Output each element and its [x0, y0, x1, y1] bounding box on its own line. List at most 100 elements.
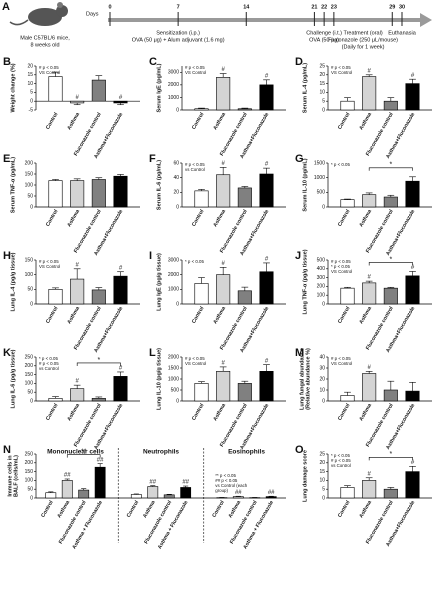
panel-label: J: [295, 250, 301, 262]
bracket-label: **: [81, 449, 87, 456]
significance-label: ##: [182, 480, 189, 486]
y-axis-label: Lung IL-10 (pg/g tissue): [156, 348, 162, 410]
y-tick-label: 50: [27, 287, 33, 293]
x-tick-label: Control: [337, 208, 352, 227]
x-tick-label: Control: [337, 111, 352, 130]
significance-label: #: [75, 95, 79, 101]
y-tick-label: 200: [25, 460, 34, 466]
bar: [216, 274, 231, 305]
bar: [48, 76, 63, 102]
x-tick-label: Asthma: [228, 500, 243, 520]
mouse-icon: [9, 2, 68, 26]
significance-label: ##: [97, 457, 104, 463]
y-tick-label: 1000: [168, 287, 179, 293]
day-label: 22: [321, 4, 327, 10]
annotation: * p < 0.05: [331, 162, 350, 167]
y-tick-label: 150: [25, 257, 34, 263]
significance-label: #: [367, 275, 371, 281]
day-label: 14: [243, 4, 250, 10]
bar: [91, 79, 106, 102]
annotation: vs Control: [331, 463, 351, 468]
significance-label: #: [221, 161, 225, 167]
y-tick-label: 500: [317, 190, 326, 196]
x-tick-label: Asthma: [212, 112, 227, 132]
annotation: # p < 0.05: [39, 259, 59, 264]
y-tick-label: 10: [319, 90, 325, 96]
x-tick-label: Asthma: [212, 209, 227, 229]
y-tick-label: 100: [25, 478, 34, 484]
significance-label: #: [265, 73, 269, 79]
y-tick-label: 2000: [168, 354, 179, 360]
bar: [405, 83, 420, 111]
y-tick-label: 5: [30, 90, 33, 96]
y-tick-label: 50: [27, 390, 33, 396]
y-tick-label: 1500: [168, 365, 179, 371]
y-tick-label: 1500: [314, 160, 325, 166]
y-tick-label: 25: [319, 451, 325, 457]
significance-label: ##: [149, 479, 156, 485]
x-tick-label: Asthma + Fluconazole: [71, 500, 104, 551]
panel-label: C: [149, 56, 157, 68]
bar: [340, 199, 355, 208]
phase-detail: Fluconazole (250 μL/mouse): [328, 37, 398, 43]
significance-label: #: [119, 265, 123, 271]
x-tick-label: Asthma: [358, 403, 373, 423]
y-tick-label: 10: [319, 478, 325, 484]
y-tick-label: 100: [317, 293, 326, 299]
y-tick-label: 30: [319, 365, 325, 371]
x-tick-label: Asthma + Fluconazole: [242, 500, 275, 551]
x-tick-label: Asthma: [358, 306, 373, 326]
y-tick-label: 0: [30, 204, 33, 210]
y-tick-label: 0: [30, 495, 33, 501]
y-tick-label: 300: [317, 275, 326, 281]
x-tick-label: Asthma: [56, 500, 71, 520]
significance-label: #: [119, 95, 123, 101]
y-tick-label: 200: [25, 160, 34, 166]
bar: [259, 271, 274, 305]
significance-bracket: [66, 454, 101, 458]
y-axis-label: Serum TNF-α (pg/mL): [10, 157, 16, 213]
y-tick-label: 40: [319, 354, 325, 360]
annotation: * p < 0.05: [331, 453, 350, 458]
y-axis-label: Lung damage score: [302, 450, 308, 502]
y-tick-label: 25: [319, 63, 325, 69]
annotation: vs Control: [39, 366, 59, 371]
bar: [405, 180, 420, 208]
significance-label: #: [119, 366, 123, 372]
panel-label: F: [149, 153, 156, 165]
y-tick-label: 2000: [168, 272, 179, 278]
bar: [340, 287, 355, 305]
x-tick-label: Control: [45, 305, 60, 324]
significance-label: #: [75, 379, 79, 385]
day-label: 30: [399, 4, 405, 10]
annotation: VS Control: [331, 361, 352, 366]
bar: [70, 100, 85, 104]
bar: [362, 373, 377, 402]
panel-label: A: [2, 1, 10, 13]
x-tick-label: Asthma: [358, 500, 373, 520]
x-tick-label: Control: [191, 111, 206, 130]
phase-title: Sensitization (i.p.): [156, 30, 200, 36]
y-axis-label: Serum IL-6 (pg/mL): [156, 160, 162, 210]
bar: [78, 489, 90, 499]
significance-label: #: [75, 262, 79, 268]
significance-label: #: [265, 257, 269, 263]
annotation: # p < 0.05: [185, 356, 205, 361]
annotation: VS Control: [331, 70, 352, 75]
y-tick-label: 100: [25, 182, 34, 188]
annotation: * p < 0.05: [331, 264, 350, 269]
bracket-label: *: [389, 451, 392, 458]
y-tick-label: 0: [30, 301, 33, 307]
bar: [45, 492, 57, 499]
annotation: vs Control (each: [215, 483, 248, 488]
annotation: VS Control: [39, 264, 60, 269]
annotation: VS Control: [185, 361, 206, 366]
bar: [70, 278, 85, 305]
y-tick-label: 0: [176, 301, 179, 307]
x-tick-label: Control: [211, 499, 226, 518]
panel-label: B: [3, 56, 11, 68]
annotation: VS Control: [331, 269, 352, 274]
y-tick-label: 0: [176, 398, 179, 404]
y-tick-label: 0: [322, 204, 325, 210]
